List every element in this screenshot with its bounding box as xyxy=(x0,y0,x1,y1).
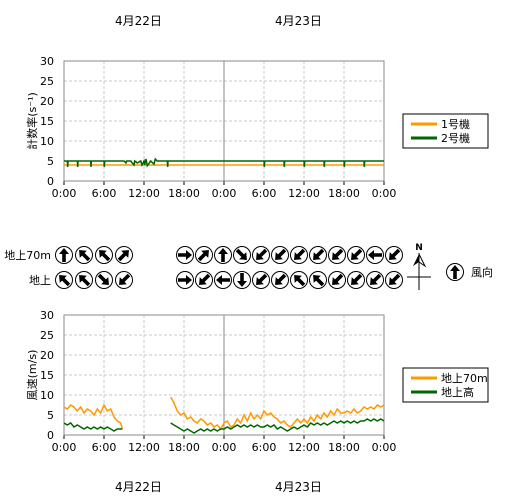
wind-arrow-sw xyxy=(271,271,289,289)
count-rate-xtick-label: 6:00 xyxy=(92,187,117,200)
wind-speed-series-line-1 xyxy=(63,403,124,430)
wind-speed-xtick-label: 0:00 xyxy=(212,441,237,454)
count-rate-ytick-label: 20 xyxy=(40,95,54,108)
date-label-day1-bottom: 4月22日 xyxy=(115,480,162,494)
wind-arrow-se xyxy=(233,246,251,264)
wind-arrow-nw xyxy=(309,271,327,289)
wind-arrow-sw xyxy=(366,271,384,289)
count-rate-xtick-label: 18:00 xyxy=(168,187,200,200)
wind-arrow-sw xyxy=(115,271,133,289)
wind-speed-xtick-label: 18:00 xyxy=(328,441,360,454)
wind-arrow-sw xyxy=(290,246,308,264)
wind-arrow-n xyxy=(55,246,73,264)
count-rate-plot-frame xyxy=(63,60,385,182)
wind-speed-ytick-label: 20 xyxy=(40,349,54,362)
count-rate-xtick-label: 6:00 xyxy=(252,187,277,200)
count-rate-xtick-label: 0:00 xyxy=(372,187,397,200)
count-rate-ylabel: 計数率(s⁻¹) xyxy=(25,92,39,150)
count-rate-legend-box xyxy=(402,113,489,149)
wind-arrow-nw xyxy=(75,271,93,289)
count-rate-ytick-label: 5 xyxy=(47,155,54,168)
wind-direction-legend-icon xyxy=(446,263,464,281)
wind-speed-plot-frame xyxy=(63,314,385,436)
wind-speed-xtick-label: 18:00 xyxy=(168,441,200,454)
count-rate-ytick-label: 10 xyxy=(40,135,54,148)
wind-row-label-upper: 地上70m xyxy=(4,249,51,262)
wind-arrow-e xyxy=(176,271,194,289)
wind-arrow-nw xyxy=(95,246,113,264)
count-rate-legend-label: 1号機 xyxy=(441,117,470,131)
wind-arrow-nw xyxy=(55,271,73,289)
wind-arrow-se xyxy=(95,271,113,289)
wind-speed-ytick-label: 10 xyxy=(40,389,54,402)
wind-speed-xtick-label: 0:00 xyxy=(52,441,77,454)
count-rate-ytick-label: 15 xyxy=(40,115,54,128)
wind-speed-ytick-label: 30 xyxy=(40,309,54,322)
wind-arrow-nw xyxy=(290,271,308,289)
count-rate-ytick-label: 0 xyxy=(47,175,54,188)
date-label-day2-top: 4月23日 xyxy=(275,14,322,28)
wind-speed-xtick-label: 0:00 xyxy=(372,441,397,454)
count-rate-legend-label: 2号機 xyxy=(441,131,470,145)
wind-speed-ytick-label: 25 xyxy=(40,329,54,342)
wind-arrow-sw xyxy=(385,271,403,289)
wind-speed-series-line-1 xyxy=(170,396,385,431)
wind-arrow-w xyxy=(214,271,232,289)
wind-arrow-sw xyxy=(252,246,270,264)
wind-arrow-s xyxy=(233,271,251,289)
wind-row-label-lower: 地上 xyxy=(29,274,51,287)
wind-arrow-sw xyxy=(347,271,365,289)
wind-arrow-sw xyxy=(271,246,289,264)
wind-arrow-sw xyxy=(347,246,365,264)
wind-speed-ylabel: 風速(m/s) xyxy=(26,350,39,401)
compass-north-icon: N xyxy=(407,243,431,290)
wind-speed-legend-label: 地上高 xyxy=(441,385,474,399)
wind-arrow-n xyxy=(214,246,232,264)
wind-arrow-ne xyxy=(115,246,133,264)
wind-arrow-ne xyxy=(195,246,213,264)
compass-north-label: N xyxy=(415,243,423,253)
wind-speed-legend-box xyxy=(402,367,489,403)
count-rate-series-line-2 xyxy=(64,157,384,168)
count-rate-xtick-label: 18:00 xyxy=(328,187,360,200)
wind-speed-legend-label: 地上70m xyxy=(441,372,488,385)
count-rate-xtick-label: 12:00 xyxy=(288,187,320,200)
date-label-day2-bottom: 4月23日 xyxy=(275,480,322,494)
count-rate-xtick-label: 0:00 xyxy=(52,187,77,200)
wind-speed-xtick-label: 6:00 xyxy=(252,441,277,454)
wind-arrow-sw xyxy=(385,246,403,264)
count-rate-xtick-label: 0:00 xyxy=(212,187,237,200)
wind-arrow-sw xyxy=(328,246,346,264)
wind-direction-legend-label: 風向 xyxy=(471,265,493,279)
wind-arrow-sw xyxy=(328,271,346,289)
wind-arrow-w xyxy=(366,246,384,264)
date-label-day1-top: 4月22日 xyxy=(115,14,162,28)
wind-speed-ytick-label: 15 xyxy=(40,369,54,382)
wind-arrow-nw xyxy=(75,246,93,264)
wind-speed-ytick-label: 0 xyxy=(47,429,54,442)
count-rate-ytick-label: 30 xyxy=(40,55,54,68)
wind-speed-xtick-label: 6:00 xyxy=(92,441,117,454)
wind-arrow-sw xyxy=(309,246,327,264)
wind-speed-ytick-label: 5 xyxy=(47,409,54,422)
wind-speed-series-line-2 xyxy=(63,422,123,432)
count-rate-xtick-label: 12:00 xyxy=(128,187,160,200)
wind-arrow-sw xyxy=(252,271,270,289)
wind-arrow-sw xyxy=(195,271,213,289)
wind-speed-series-line-2 xyxy=(170,418,385,434)
count-rate-ytick-label: 25 xyxy=(40,75,54,88)
wind-speed-xtick-label: 12:00 xyxy=(128,441,160,454)
wind-speed-xtick-label: 12:00 xyxy=(288,441,320,454)
wind-arrow-e xyxy=(176,246,194,264)
